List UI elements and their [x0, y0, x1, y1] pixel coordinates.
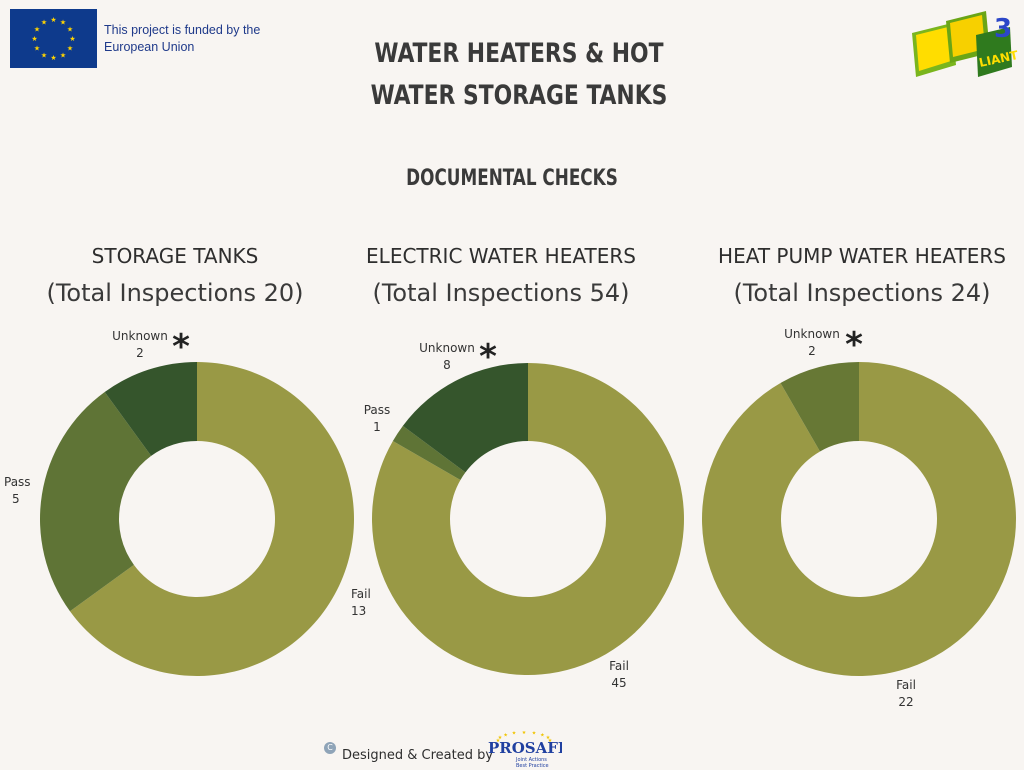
copyright-icon: C — [324, 742, 336, 754]
eu-star-icon: ★ — [50, 16, 56, 24]
slice-label-fail: Fail — [609, 659, 629, 673]
chart-total-heat-pump-water-heaters: (Total Inspections 24) — [733, 279, 991, 307]
title-line-2: WATER STORAGE TANKS — [370, 80, 668, 111]
asterisk-annotation: * — [845, 325, 863, 365]
prosafe-star-icon: ★ — [496, 738, 501, 744]
slice-value-pass: 5 — [12, 492, 20, 506]
slice-value-fail: 13 — [351, 604, 366, 618]
slice-value-unknown: 8 — [443, 358, 451, 372]
eu-star-icon: ★ — [50, 54, 56, 62]
project-logo: 3 LIANT — [912, 11, 1018, 77]
eu-star-icon: ★ — [67, 45, 73, 53]
slice-label-pass: Pass — [364, 403, 391, 417]
chart-total-storage-tanks: (Total Inspections 20) — [46, 279, 304, 307]
eu-star-icon: ★ — [60, 19, 66, 27]
prosafe-star-icon: ★ — [498, 735, 503, 741]
eu-star-icon: ★ — [34, 26, 40, 34]
chart-title-heat-pump-water-heaters: HEAT PUMP WATER HEATERS — [718, 244, 1006, 268]
prosafe-star-icon: ★ — [548, 738, 553, 744]
donut-slice-fail — [702, 362, 1016, 677]
slice-value-fail: 45 — [611, 676, 626, 690]
eu-star-icon: ★ — [60, 51, 66, 59]
donut-slice-fail — [69, 362, 355, 677]
prosafe-star-icon: ★ — [532, 731, 537, 737]
eu-star-icon: ★ — [41, 19, 47, 27]
slice-label-fail: Fail — [896, 678, 916, 692]
svg-text:3: 3 — [994, 14, 1012, 44]
prosafe-star-icon: ★ — [503, 732, 508, 738]
eu-star-icon: ★ — [34, 45, 40, 53]
eu-star-icon: ★ — [31, 35, 37, 43]
asterisk-annotation: * — [479, 337, 497, 377]
chart-title-electric-water-heaters: ELECTRIC WATER HEATERS — [366, 244, 636, 268]
slice-value-fail: 22 — [898, 695, 913, 709]
donut-slice-pass — [392, 425, 466, 480]
prosafe-star-icon: ★ — [522, 731, 527, 736]
eu-star-icon: ★ — [69, 35, 75, 43]
eu-flag-logo: ★ ★★★★★★★★★★★ — [10, 9, 97, 68]
donut-slice-unknown — [780, 362, 859, 452]
slice-label-unknown: Unknown — [419, 341, 475, 355]
footer: C Designed & Created by ★ ★ ★ ★ ★ ★ ★ ★ ★ PROSAF… — [322, 731, 582, 770]
donut-slice-fail — [372, 363, 684, 676]
title-line-1: WATER HEATERS & HOT — [374, 38, 664, 69]
chart-title-storage-tanks: STORAGE TANKS — [91, 244, 259, 268]
section-subtitle: DOCUMENTAL CHECKS — [406, 166, 618, 191]
svg-text:Joint Actions: Joint Actions — [515, 757, 547, 763]
donut-storage-tanks: Fail 13 Pass 5 Unknown 2 * — [4, 327, 371, 677]
eu-funding-text: This project is funded by the European U… — [104, 23, 261, 54]
donut-slice-unknown — [402, 363, 528, 473]
slice-value-unknown: 2 — [808, 344, 816, 358]
donut-electric-water-heaters: Fail 45 Pass 1 Unknown 8 * — [364, 337, 684, 690]
prosafe-star-icon: ★ — [540, 732, 545, 738]
chart-total-electric-water-heaters: (Total Inspections 54) — [372, 279, 630, 307]
svg-text:Best Practice: Best Practice — [516, 763, 549, 769]
eu-star-icon: ★ — [41, 51, 47, 59]
donut-slice-unknown — [104, 362, 197, 456]
slice-label-pass: Pass — [4, 475, 31, 489]
page-title: WATER HEATERS & HOT WATER STORAGE TANKS — [333, 33, 706, 117]
donut-slice-pass — [40, 391, 152, 612]
prosafe-star-icon: ★ — [512, 731, 517, 737]
prosafe-star-icon: ★ — [546, 735, 551, 741]
slice-value-unknown: 2 — [136, 346, 144, 360]
slice-label-fail: Fail — [351, 587, 371, 601]
eu-star-icon: ★ — [67, 26, 73, 34]
asterisk-annotation: * — [172, 327, 190, 367]
slice-label-unknown: Unknown — [112, 329, 168, 343]
footer-credit: Designed & Created by — [342, 748, 494, 763]
slice-value-pass: 1 — [373, 420, 381, 434]
prosafe-logo: ★★ ★ ★ ★ ★ ★ ★★ PROSAFE Joint Actions Best Pra… — [488, 731, 562, 769]
slice-label-unknown: Unknown — [784, 327, 840, 341]
donut-heat-pump-water-heaters: Fail 22 Unknown 2 * — [702, 325, 1016, 709]
svg-text:PROSAFE: PROSAFE — [488, 739, 562, 757]
